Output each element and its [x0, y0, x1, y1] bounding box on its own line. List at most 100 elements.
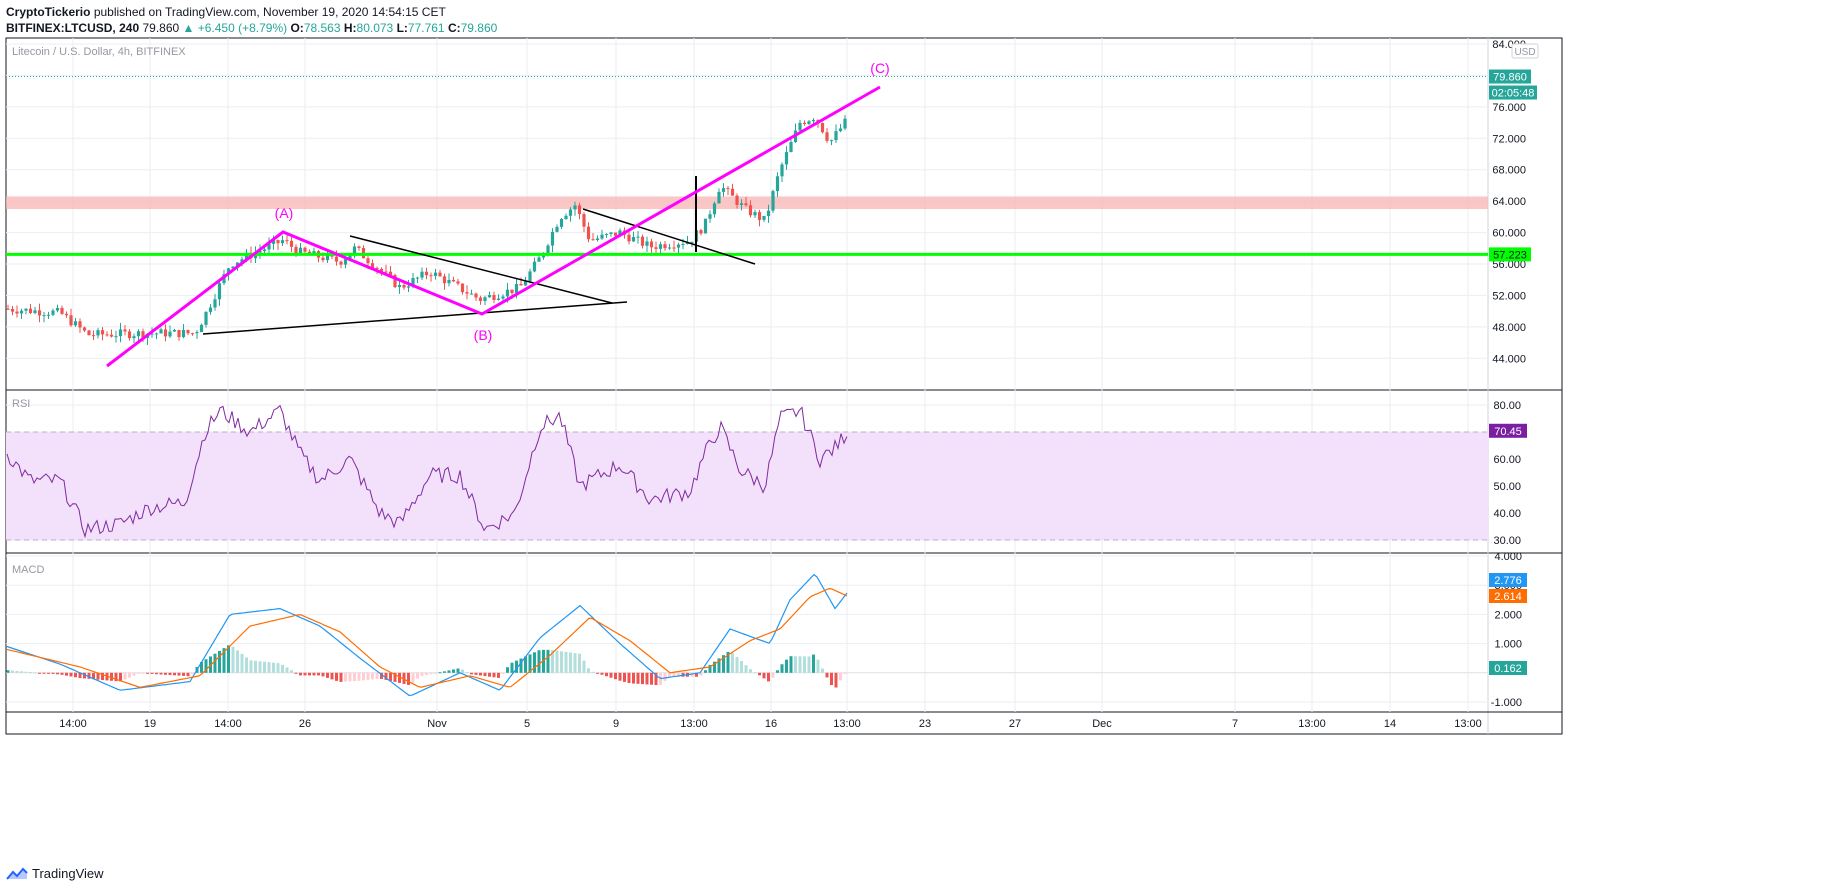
macd-histogram-bar	[821, 668, 824, 673]
macd-histogram-bar	[281, 664, 284, 673]
macd-histogram-bar	[110, 672, 113, 681]
x-tick-label: 14:00	[214, 718, 242, 730]
candle-body	[105, 334, 109, 336]
macd-histogram-bar	[15, 670, 19, 673]
y-tick-label: 76.000	[1492, 102, 1526, 114]
candle-body	[375, 268, 379, 270]
candle-body	[154, 333, 159, 335]
candle-body	[672, 247, 676, 249]
candle-body	[303, 247, 307, 252]
macd-histogram-bar	[645, 672, 649, 685]
candle-body	[487, 295, 492, 298]
macd-histogram-bar	[591, 671, 595, 673]
candle-body	[753, 212, 757, 216]
macd-histogram-bar	[506, 667, 509, 673]
candle-body	[118, 329, 123, 337]
candle-body	[447, 279, 451, 284]
macd-histogram-bar	[384, 672, 388, 680]
macd-histogram-bar	[447, 670, 451, 673]
x-tick-label: Nov	[427, 718, 447, 730]
candle-body	[537, 257, 541, 262]
x-tick-label: 16	[765, 718, 777, 730]
candle-body	[208, 307, 213, 312]
macd-histogram-bar	[528, 654, 532, 673]
macd-value-label: 2.776	[1494, 575, 1522, 587]
macd-histogram-bar	[330, 672, 334, 680]
macd-histogram-bar	[510, 662, 514, 673]
tradingview-brand[interactable]: TradingView	[32, 866, 104, 881]
candle-body	[708, 214, 712, 219]
macd-histogram-bar	[776, 670, 779, 673]
macd-histogram-bar	[456, 668, 460, 673]
macd-histogram-bar	[191, 672, 194, 674]
candle-body	[411, 278, 415, 287]
macd-histogram-bar	[735, 656, 739, 673]
candle-body	[451, 279, 456, 282]
macd-histogram-bar	[753, 672, 757, 674]
candle-body	[415, 277, 420, 279]
macd-histogram-bar	[542, 649, 545, 673]
macd-histogram-bar	[366, 672, 370, 680]
macd-histogram-bar	[704, 670, 707, 673]
candle-body	[231, 266, 235, 269]
macd-histogram-bar	[164, 672, 167, 675]
rsi-tick-label: 80.00	[1493, 400, 1521, 412]
candle-body	[528, 271, 532, 282]
candle-body	[244, 252, 249, 260]
candle-body	[186, 330, 190, 334]
macd-histogram-bar	[789, 656, 793, 673]
candle-body	[663, 244, 667, 249]
high-value: 80.073	[356, 21, 394, 35]
candle-body	[348, 254, 352, 260]
signal-value-tag	[1489, 589, 1527, 603]
candle-body	[262, 249, 267, 252]
x-tick-label: 13:00	[1298, 718, 1326, 730]
candle-body	[258, 251, 262, 253]
x-tick-label: 5	[524, 718, 530, 730]
macd-histogram-bar	[605, 672, 608, 677]
candle-body	[631, 237, 636, 242]
candle-body	[388, 271, 393, 276]
macd-histogram-bar	[393, 672, 397, 682]
rsi-tick-label: 40.00	[1493, 508, 1521, 520]
candle-body	[780, 164, 784, 177]
macd-histogram-bar	[231, 646, 235, 673]
candle-body	[550, 231, 555, 246]
macd-histogram-bar	[78, 672, 82, 679]
candle-body	[744, 203, 748, 206]
author-name[interactable]: CryptoTickerio	[6, 5, 91, 19]
macd-histogram-bar	[524, 656, 527, 673]
rsi-title: RSI	[12, 398, 30, 410]
candle-body	[771, 191, 775, 211]
candle-body	[618, 230, 622, 236]
macd-histogram-bar	[6, 670, 10, 673]
macd-histogram-bar	[389, 672, 392, 681]
candle-body	[429, 275, 433, 277]
signal-line	[6, 587, 848, 688]
candle-body	[505, 289, 510, 297]
macd-title: MACD	[12, 564, 44, 576]
price-change: ▲ +6.450 (+8.79%)	[182, 21, 288, 35]
candle-body	[442, 276, 447, 284]
candle-body	[195, 332, 199, 334]
candle-body	[577, 205, 582, 215]
candle-body	[496, 298, 501, 300]
candle-body	[37, 310, 42, 316]
macd-histogram-bar	[65, 672, 68, 676]
macd-histogram-bar	[83, 672, 86, 679]
macd-histogram-bar	[321, 672, 325, 677]
macd-histogram-bar	[204, 659, 208, 673]
macd-histogram-bar	[335, 672, 338, 681]
macd-histogram-bar	[582, 660, 586, 673]
x-tick-label: 14	[1384, 718, 1396, 730]
macd-histogram-bar	[560, 651, 563, 673]
macd-histogram-bar	[227, 645, 230, 673]
candle-body	[843, 118, 847, 129]
macd-histogram-bar	[479, 672, 482, 676]
triangle-lower-line	[202, 301, 628, 335]
macd-histogram-bar	[344, 672, 347, 682]
candle-body	[10, 308, 15, 312]
macd-histogram-bar	[623, 672, 626, 682]
y-tick-label: 64.000	[1492, 196, 1526, 208]
